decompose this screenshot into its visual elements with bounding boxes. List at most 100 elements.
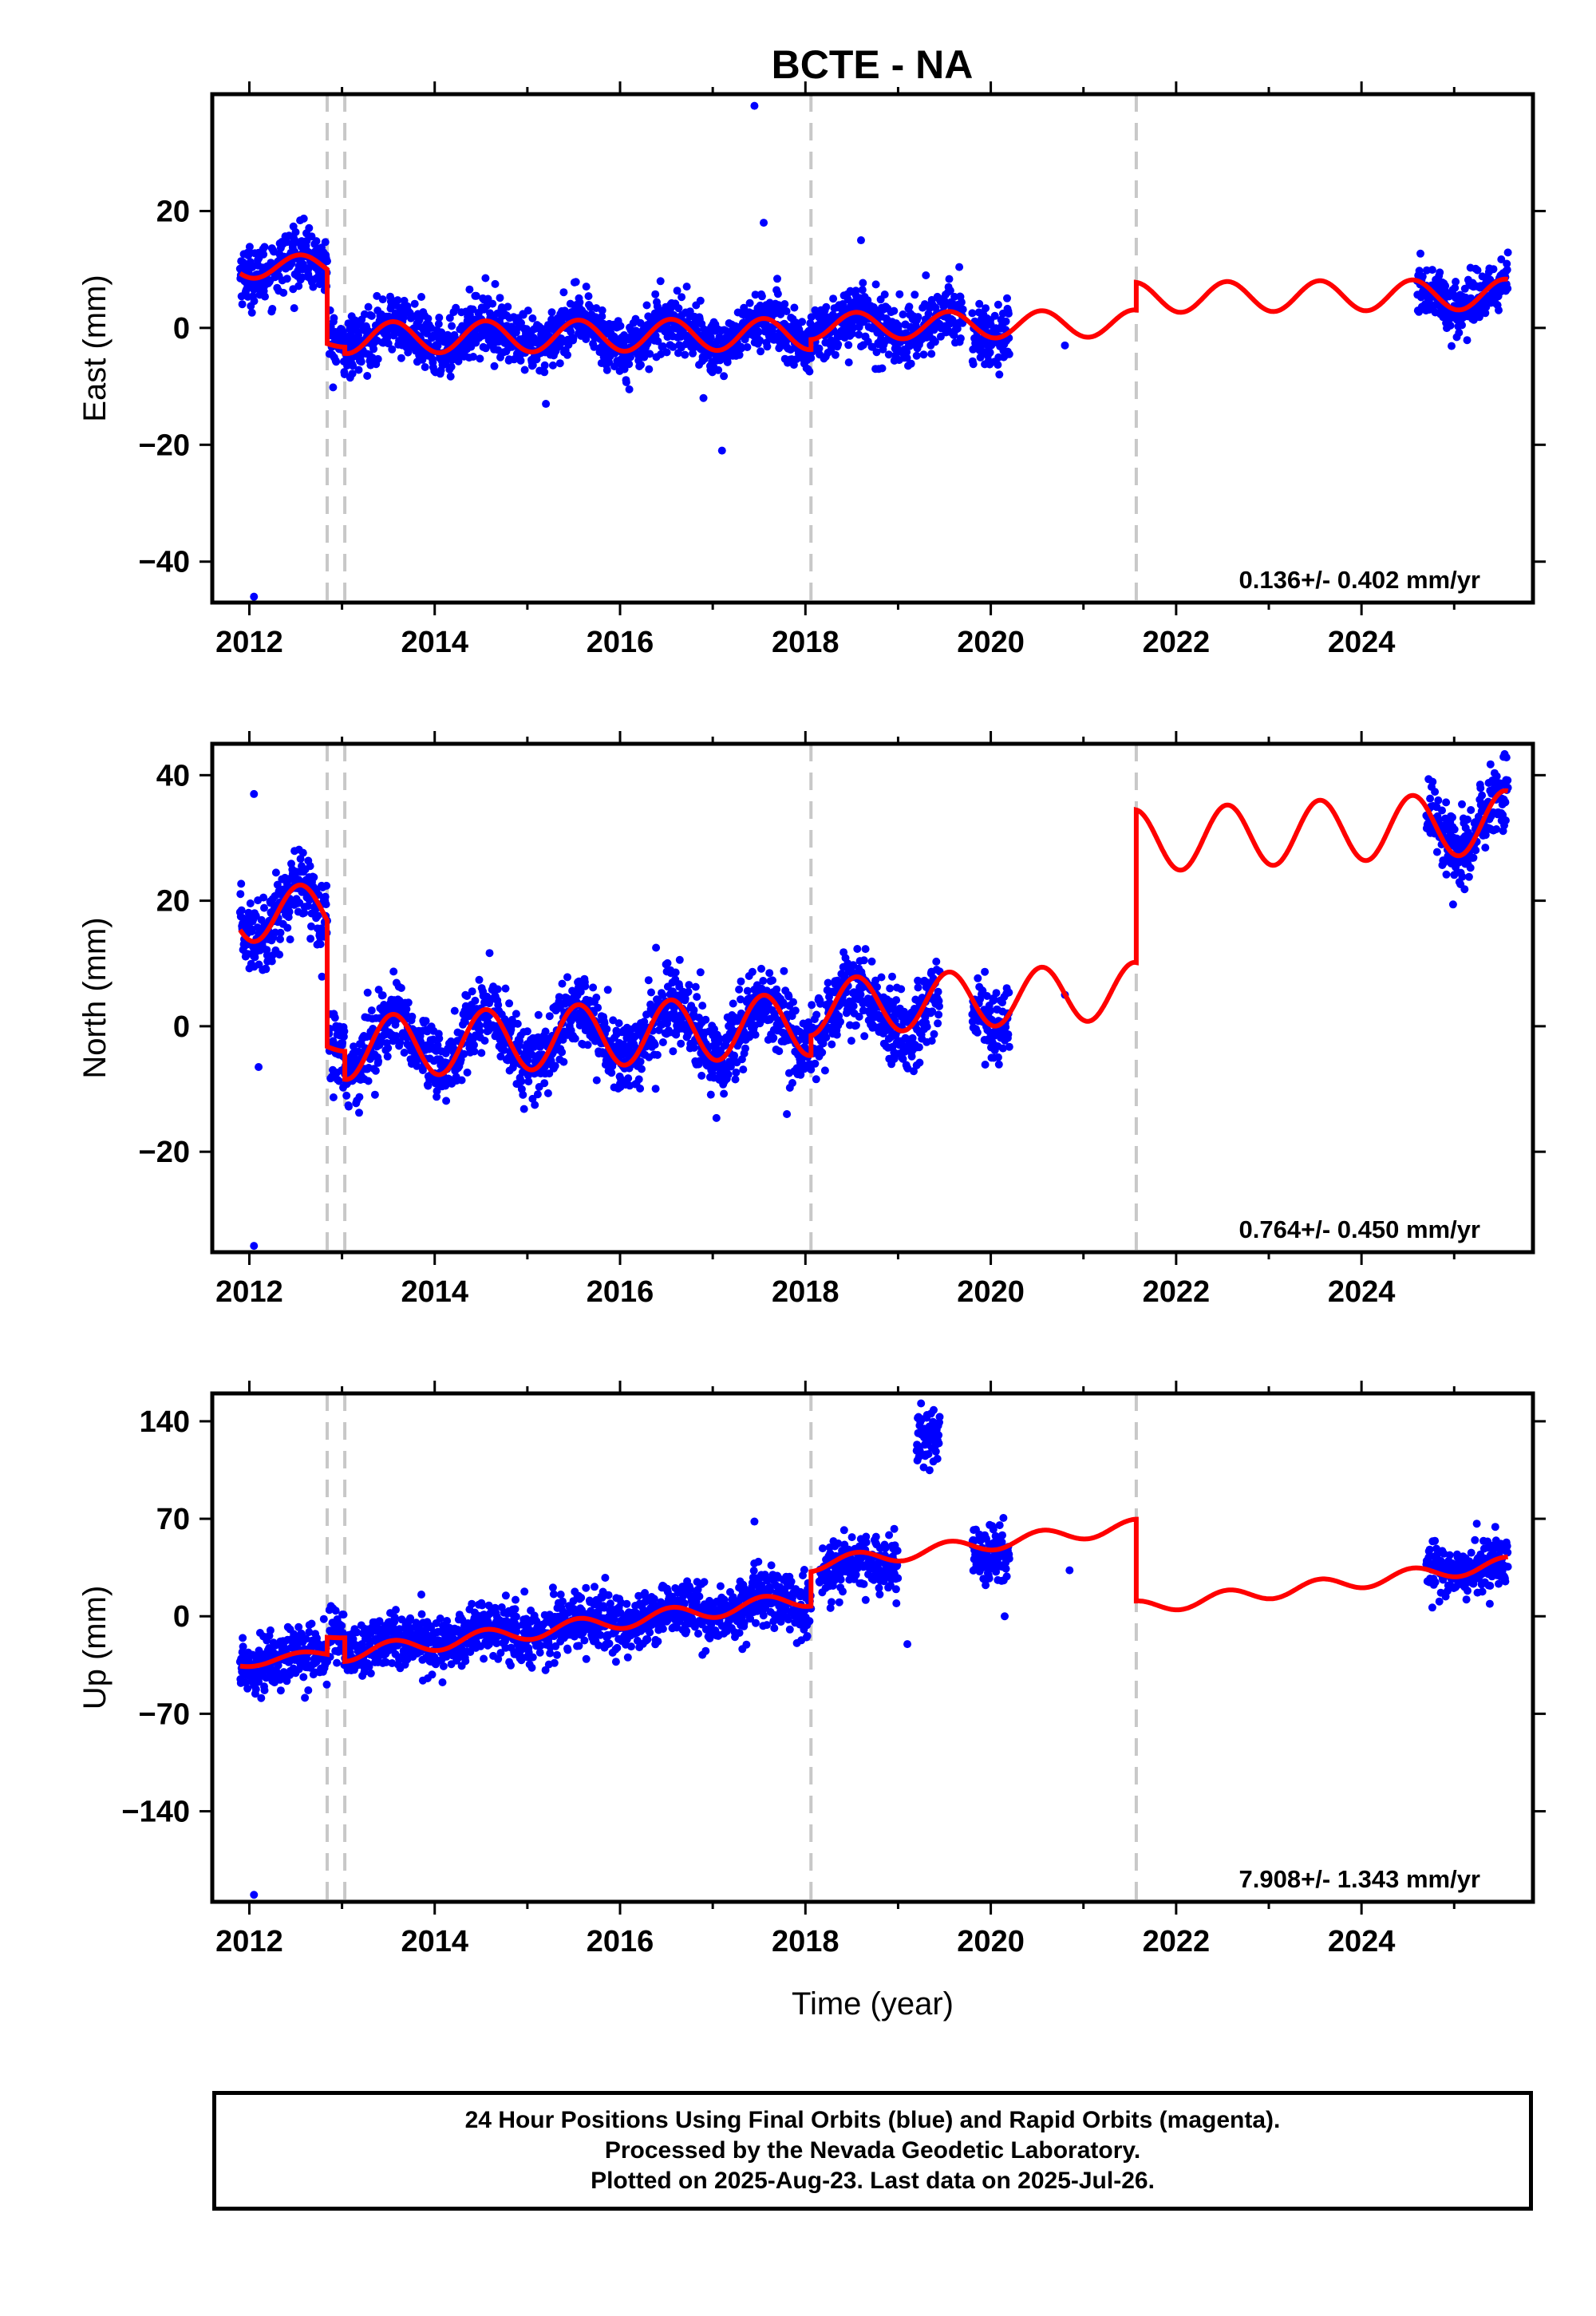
data-point	[670, 1015, 679, 1024]
data-point	[383, 1052, 392, 1061]
data-point	[545, 1012, 554, 1021]
data-point	[417, 293, 425, 301]
data-point	[653, 1050, 662, 1059]
data-point	[558, 979, 567, 988]
data-point	[720, 372, 729, 381]
data-point	[994, 361, 1002, 370]
data-point	[1489, 265, 1498, 274]
data-point	[589, 983, 598, 992]
model-curve	[239, 252, 1509, 357]
data-point	[745, 1030, 754, 1039]
data-point	[501, 984, 510, 993]
data-point	[259, 893, 268, 902]
data-point	[592, 994, 601, 1002]
data-point	[822, 302, 831, 311]
data-point	[750, 101, 759, 110]
data-point	[304, 1686, 313, 1694]
data-point	[684, 987, 693, 996]
data-point	[828, 1040, 836, 1049]
data-point	[731, 1075, 740, 1084]
data-point	[1492, 825, 1501, 833]
data-point	[433, 1041, 442, 1049]
data-point	[349, 362, 358, 370]
data-point	[555, 993, 563, 1002]
data-point	[581, 982, 590, 990]
data-point	[400, 1049, 409, 1057]
data-point	[302, 1634, 310, 1643]
data-point	[421, 1017, 430, 1026]
data-point	[1478, 791, 1487, 800]
data-point	[927, 350, 936, 358]
data-point	[504, 302, 512, 311]
data-point	[897, 985, 906, 994]
data-point	[309, 283, 318, 291]
data-point	[637, 361, 645, 370]
data-point	[886, 1026, 895, 1035]
data-point	[856, 990, 865, 999]
data-point	[903, 354, 911, 362]
data-point	[673, 287, 681, 295]
data-point	[819, 1039, 828, 1048]
data-point	[528, 1094, 537, 1103]
data-point	[955, 263, 964, 271]
data-point	[329, 1093, 338, 1101]
data-point	[373, 291, 381, 300]
data-point	[339, 1611, 348, 1619]
data-point	[1486, 760, 1495, 769]
data-point	[364, 1077, 373, 1085]
data-point	[903, 1064, 912, 1073]
data-point	[739, 1065, 748, 1074]
data-point	[911, 290, 919, 299]
data-point	[271, 868, 280, 877]
data-point	[1450, 825, 1459, 834]
data-point	[768, 976, 776, 985]
data-point	[340, 1027, 349, 1036]
data-point	[294, 1622, 303, 1631]
data-point	[1469, 853, 1478, 862]
data-point	[533, 1090, 542, 1099]
data-point	[1503, 259, 1511, 268]
data-point	[844, 341, 853, 350]
data-point	[435, 1034, 444, 1043]
data-point	[1452, 278, 1460, 286]
data-point	[598, 312, 606, 321]
data-point	[285, 907, 294, 916]
data-point	[472, 291, 480, 300]
data-point	[433, 342, 442, 350]
data-point	[614, 1019, 623, 1028]
data-point	[371, 1066, 380, 1075]
data-point	[260, 903, 268, 912]
data-point	[922, 271, 930, 279]
data-point	[305, 1628, 314, 1637]
data-point	[259, 250, 268, 259]
data-point	[488, 299, 497, 308]
x-tick-label: 2016	[587, 1275, 654, 1309]
data-point	[321, 238, 330, 247]
data-point	[475, 975, 484, 984]
data-point	[307, 922, 315, 931]
data-point	[282, 1677, 291, 1686]
data-point	[807, 1065, 816, 1074]
data-point	[559, 288, 568, 297]
data-point	[434, 320, 443, 328]
data-point	[602, 366, 611, 374]
data-point	[547, 308, 556, 317]
data-point	[689, 1043, 698, 1052]
data-point	[1481, 844, 1490, 852]
data-point	[476, 1027, 484, 1036]
data-point	[246, 899, 255, 907]
x-tick-label: 2020	[957, 1275, 1025, 1309]
data-point	[914, 983, 922, 992]
data-point	[463, 992, 472, 1000]
data-point	[334, 1077, 343, 1085]
y-tick-label: −40	[139, 546, 190, 579]
data-point	[373, 354, 382, 363]
data-point	[759, 977, 768, 985]
data-point	[912, 351, 921, 360]
data-point	[818, 1048, 827, 1057]
data-point	[669, 1047, 678, 1056]
data-point	[1448, 813, 1456, 822]
data-point	[640, 1018, 649, 1026]
data-point	[408, 1012, 417, 1021]
data-point	[696, 296, 705, 305]
